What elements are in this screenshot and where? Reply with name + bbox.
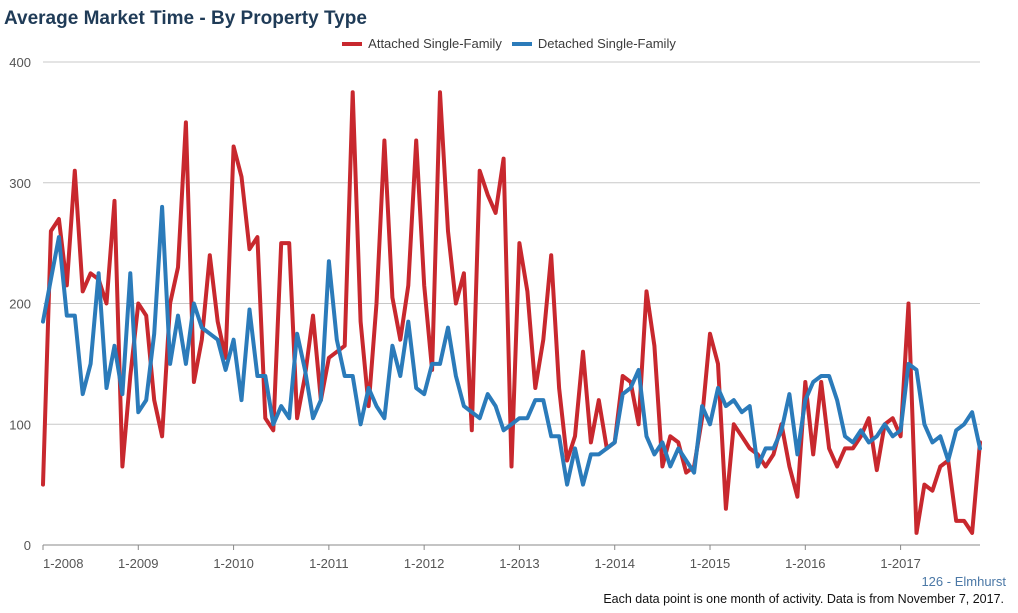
legend-label-detached: Detached Single-Family <box>537 36 676 51</box>
series-line-attached <box>41 90 982 535</box>
y-tick-label: 100 <box>9 417 31 432</box>
y-tick-label: 200 <box>9 297 31 312</box>
gridlines: 0 100 200 300 400 <box>9 55 980 553</box>
x-tick-label: 1-2010 <box>213 556 253 571</box>
x-tick-label: 1-2017 <box>880 556 920 571</box>
x-tick-label: 1-2009 <box>118 556 158 571</box>
x-tick-label: 1-2008 <box>43 556 83 571</box>
legend-label-attached: Attached Single-Family <box>368 36 502 51</box>
x-tick-label: 1-2012 <box>404 556 444 571</box>
chart-legend: Attached Single-Family Detached Single-F… <box>0 36 1018 51</box>
x-tick-label: 1-2015 <box>690 556 730 571</box>
x-tick-label: 1-2014 <box>594 556 634 571</box>
y-tick-label: 400 <box>9 55 31 70</box>
data-note: Each data point is one month of activity… <box>603 592 1004 606</box>
legend-swatch-detached <box>511 41 532 46</box>
y-tick-label: 0 <box>24 538 31 553</box>
x-axis: 1-2008 1-2009 1-2010 1-2011 1-2012 1-2013 1-20… <box>42 545 921 571</box>
location-caption: 126 - Elmhurst <box>921 574 1006 589</box>
series-lines <box>41 90 982 535</box>
y-tick-label: 300 <box>9 176 31 191</box>
legend-item-detached[interactable]: Detached Single-Family <box>511 36 676 51</box>
chart-title: Average Market Time - By Property Type <box>4 8 367 29</box>
series-line-detached <box>41 204 982 487</box>
x-tick-label: 1-2016 <box>785 556 825 571</box>
legend-item-attached[interactable]: Attached Single-Family <box>342 36 502 51</box>
x-tick-label: 1-2013 <box>499 556 539 571</box>
x-tick-label: 1-2011 <box>309 556 349 571</box>
legend-swatch-attached <box>342 41 363 46</box>
